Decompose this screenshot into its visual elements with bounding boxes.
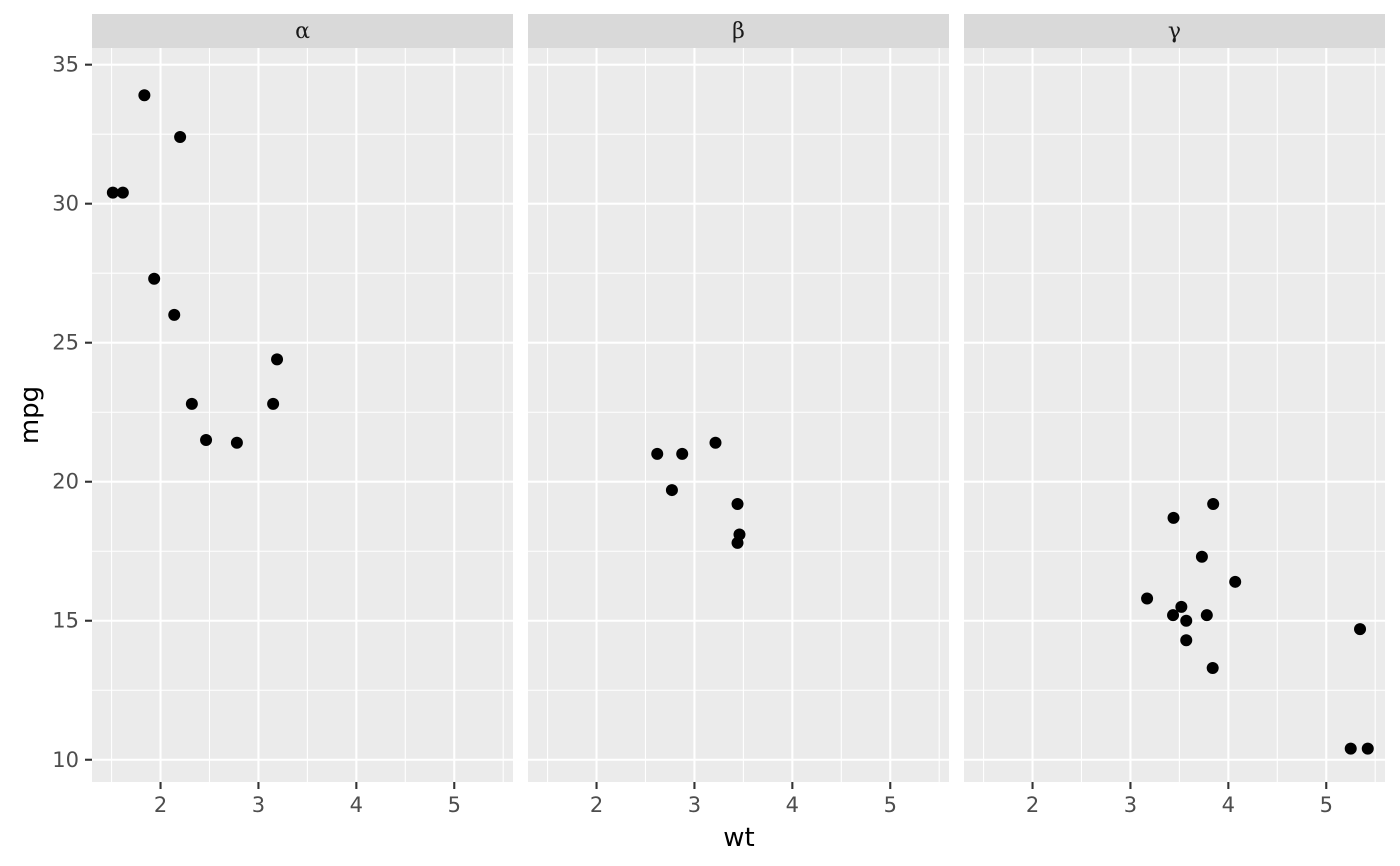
x-axes: 2 3 4 5 2 3 4 5 2 3 4 5 [154,782,1333,817]
data-point [230,436,243,449]
data-point [200,434,213,447]
panel-background [92,48,513,782]
data-point [116,186,129,199]
x-axis-title: wt [723,823,754,853]
data-point [185,397,198,410]
x-tick-label: 3 [1124,793,1137,817]
data-point [1206,662,1219,675]
x-tick-label: 5 [448,793,461,817]
x-tick-label: 4 [1222,793,1235,817]
data-point [1180,614,1193,627]
facet-strip-label: β [732,19,745,44]
facet-strip [964,14,1385,48]
x-tick-label: 3 [252,793,265,817]
data-point [1344,742,1357,755]
data-point [1361,742,1374,755]
data-point [731,497,744,510]
data-point [1229,575,1242,588]
x-axis-panel-1: 2 3 4 5 [154,782,461,817]
x-tick-label: 5 [884,793,897,817]
y-tick-label: 35 [52,53,79,77]
x-tick-label: 4 [786,793,799,817]
x-tick-label: 2 [154,793,167,817]
data-point [665,484,678,497]
x-axis-panel-2: 2 3 4 5 [590,782,897,817]
data-point [651,447,664,460]
data-point [174,130,187,143]
data-point [148,272,161,285]
data-point [1354,623,1367,636]
y-tick-label: 25 [52,331,79,355]
facet-panel-3: γ [964,14,1385,782]
data-point [1180,634,1193,647]
facet-panel-2: β [528,14,949,782]
data-point [138,89,151,102]
x-tick-label: 5 [1320,793,1333,817]
y-tick-label: 30 [52,192,79,216]
facet-strip [528,14,949,48]
data-point [1141,592,1154,605]
data-point [1195,550,1208,563]
data-point [1200,609,1213,622]
data-point [267,397,280,410]
data-point [731,536,744,549]
data-point [1167,609,1180,622]
y-tick-label: 10 [52,748,79,772]
y-tick-label: 20 [52,470,79,494]
data-point [676,447,689,460]
data-point [709,436,722,449]
x-tick-label: 2 [590,793,603,817]
facet-strip-label: α [295,19,310,44]
y-tick-label: 15 [52,609,79,633]
x-tick-label: 4 [350,793,363,817]
data-point [1167,511,1180,524]
facet-panel-1: α [92,14,513,782]
y-axis: 10 15 20 25 30 35 [52,53,92,772]
x-axis-panel-3: 2 3 4 5 [1026,782,1333,817]
data-point [1207,497,1220,510]
data-point [106,186,119,199]
data-point [271,353,284,366]
panel-background [964,48,1385,782]
x-tick-label: 3 [688,793,701,817]
facet-strip [92,14,513,48]
data-point [168,308,181,321]
panel-background [528,48,949,782]
y-axis-title: mpg [15,386,45,444]
facet-strip-label: γ [1168,19,1181,44]
data-point [1175,600,1188,613]
facet-panels: α β γ [92,14,1385,782]
x-tick-label: 2 [1026,793,1039,817]
